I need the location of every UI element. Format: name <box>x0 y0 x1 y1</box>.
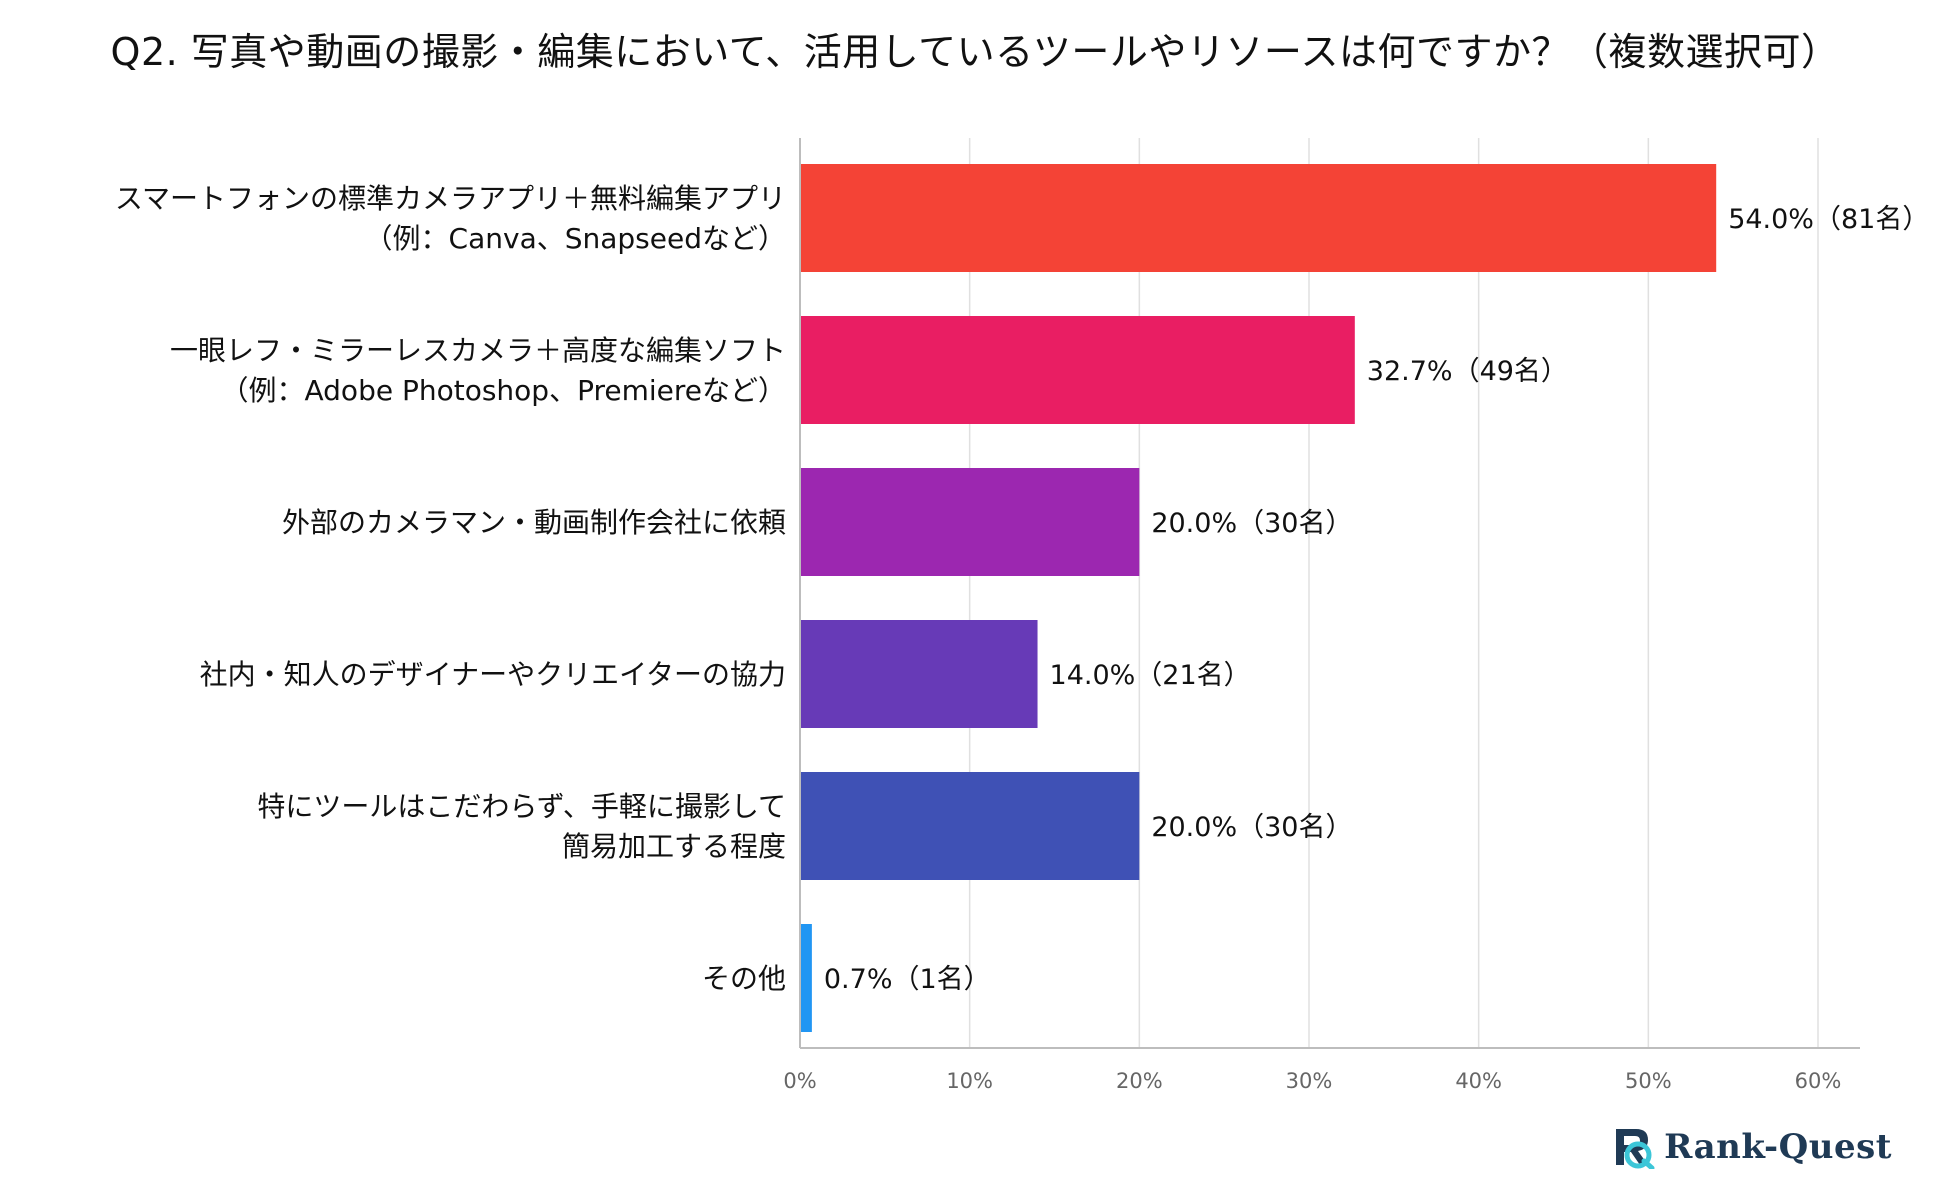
category-label-5-line-1: 特にツールはこだわらず、手軽に撮影して <box>257 790 786 823</box>
category-label-4: 社内・知人のデザイナーやクリエイターの協力 <box>200 658 786 691</box>
x-tick-label: 30% <box>1286 1069 1333 1093</box>
x-tick-label: 10% <box>946 1069 993 1093</box>
value-label-3: 20.0%（30名） <box>1151 508 1352 539</box>
x-tick-label: 40% <box>1455 1069 1502 1093</box>
category-label-6: その他 <box>702 962 786 995</box>
logo-shape-accent-tail <box>1641 1158 1655 1169</box>
bar-6 <box>800 924 812 1032</box>
value-label-4: 14.0%（21名） <box>1050 660 1251 691</box>
bar-4 <box>800 620 1038 728</box>
label-layer: 0% 10% 20% 30% 40% 50% 60% 54.0%（81名） スマートフォンの標準… <box>115 182 1930 1093</box>
category-label-5-line-2: 簡易加工する程度 <box>562 830 786 863</box>
value-label-1: 54.0%（81名） <box>1728 204 1929 235</box>
x-tick-label: 50% <box>1625 1069 1672 1093</box>
brand-name: Rank-Quest <box>1664 1127 1892 1167</box>
bar-1 <box>800 164 1717 272</box>
bar-5 <box>800 772 1140 880</box>
category-label-1-line-1: スマートフォンの標準カメラアプリ＋無料編集アプリ <box>115 182 786 215</box>
category-label-1-line-2: （例：Canva、Snapseedなど） <box>365 222 786 255</box>
logo-shape-accent <box>1624 1141 1652 1169</box>
bar-2 <box>800 316 1355 424</box>
category-label-2-line-2: （例：Adobe Photoshop、Premiereなど） <box>221 374 787 407</box>
rank-quest-logo-icon <box>1616 1129 1655 1169</box>
chart-title: Q2. 写真や動画の撮影・編集において、活用しているツールやリソースは何ですか？… <box>110 30 1840 74</box>
axis-layer <box>799 138 1860 1049</box>
value-label-2: 32.7%（49名） <box>1367 356 1568 387</box>
grid-layer <box>968 138 1819 1048</box>
bar-3 <box>800 468 1140 576</box>
category-label-3: 外部のカメラマン・動画制作会社に依頼 <box>282 506 786 539</box>
value-label-6: 0.7%（1名） <box>824 964 991 995</box>
x-tick-label: 0% <box>783 1069 816 1093</box>
x-tick-label: 60% <box>1795 1069 1842 1093</box>
brand-watermark: Rank-Quest <box>1612 1122 1892 1172</box>
category-label-2-line-1: 一眼レフ・ミラーレスカメラ＋高度な編集ソフト <box>170 334 786 367</box>
x-tick-label: 20% <box>1116 1069 1163 1093</box>
value-label-5: 20.0%（30名） <box>1151 812 1352 843</box>
bar-layer <box>800 164 1717 1032</box>
